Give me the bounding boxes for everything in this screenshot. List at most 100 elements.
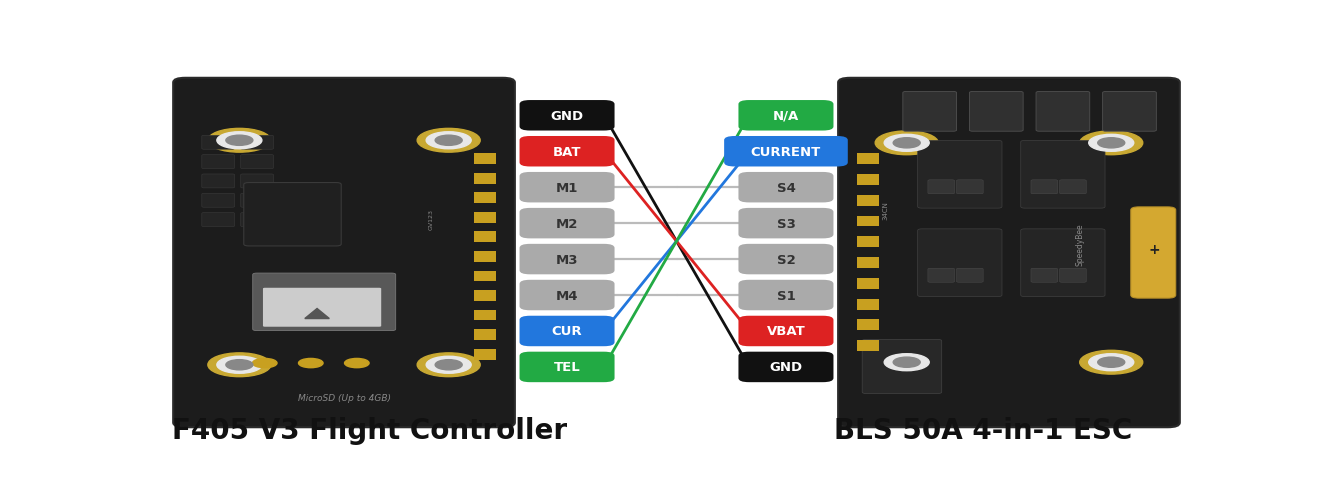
FancyBboxPatch shape <box>474 291 496 301</box>
Text: CURRENT: CURRENT <box>751 145 821 158</box>
FancyBboxPatch shape <box>474 232 496 243</box>
Circle shape <box>426 132 471 149</box>
FancyBboxPatch shape <box>1036 92 1090 132</box>
FancyBboxPatch shape <box>738 280 833 311</box>
FancyBboxPatch shape <box>857 216 879 227</box>
Text: MicroSD (Up to 4GB): MicroSD (Up to 4GB) <box>297 393 391 402</box>
FancyBboxPatch shape <box>252 274 396 331</box>
FancyBboxPatch shape <box>520 244 615 275</box>
FancyBboxPatch shape <box>857 320 879 331</box>
FancyBboxPatch shape <box>240 175 273 188</box>
FancyBboxPatch shape <box>474 212 496 223</box>
Text: M2: M2 <box>556 217 578 230</box>
Circle shape <box>1098 357 1125 368</box>
FancyBboxPatch shape <box>1060 180 1086 194</box>
Text: S2: S2 <box>776 253 796 266</box>
FancyBboxPatch shape <box>1060 269 1086 283</box>
FancyBboxPatch shape <box>957 180 983 194</box>
Text: M3: M3 <box>556 253 578 266</box>
FancyBboxPatch shape <box>928 180 954 194</box>
FancyBboxPatch shape <box>240 213 273 227</box>
FancyBboxPatch shape <box>202 155 235 169</box>
FancyBboxPatch shape <box>520 101 615 131</box>
FancyBboxPatch shape <box>738 208 833 239</box>
FancyBboxPatch shape <box>903 92 957 132</box>
Text: F405 V3 Flight Controller: F405 V3 Flight Controller <box>172 416 568 444</box>
FancyBboxPatch shape <box>202 194 235 208</box>
Text: S1: S1 <box>776 289 796 302</box>
FancyBboxPatch shape <box>838 79 1180 427</box>
FancyBboxPatch shape <box>202 175 235 188</box>
FancyBboxPatch shape <box>202 213 235 227</box>
Circle shape <box>207 353 271 377</box>
FancyBboxPatch shape <box>725 137 847 167</box>
Circle shape <box>207 129 271 153</box>
Text: S4: S4 <box>776 181 796 194</box>
Circle shape <box>1089 354 1134 371</box>
FancyBboxPatch shape <box>240 136 273 150</box>
FancyBboxPatch shape <box>1031 180 1057 194</box>
Circle shape <box>216 132 261 149</box>
Circle shape <box>875 351 939 374</box>
Text: SpeedyBee: SpeedyBee <box>1076 223 1085 266</box>
FancyBboxPatch shape <box>263 288 381 327</box>
FancyBboxPatch shape <box>857 154 879 165</box>
FancyBboxPatch shape <box>474 252 496 262</box>
FancyBboxPatch shape <box>917 141 1002 209</box>
Circle shape <box>226 360 253 370</box>
FancyBboxPatch shape <box>520 316 615 347</box>
Circle shape <box>417 129 480 153</box>
Text: CUR: CUR <box>552 325 582 338</box>
Circle shape <box>1098 138 1125 149</box>
Circle shape <box>345 359 370 368</box>
FancyBboxPatch shape <box>969 92 1023 132</box>
FancyBboxPatch shape <box>857 258 879 269</box>
Text: BAT: BAT <box>553 145 581 158</box>
FancyBboxPatch shape <box>474 330 496 340</box>
FancyBboxPatch shape <box>474 349 496 360</box>
FancyBboxPatch shape <box>1020 229 1105 297</box>
Text: S3: S3 <box>776 217 796 230</box>
FancyBboxPatch shape <box>520 208 615 239</box>
Circle shape <box>894 138 920 149</box>
Text: M4: M4 <box>556 289 578 302</box>
FancyBboxPatch shape <box>202 136 235 150</box>
Text: M1: M1 <box>556 181 578 194</box>
FancyBboxPatch shape <box>928 269 954 283</box>
FancyBboxPatch shape <box>857 279 879 289</box>
Circle shape <box>894 357 920 368</box>
FancyBboxPatch shape <box>1131 207 1176 299</box>
FancyBboxPatch shape <box>244 183 341 246</box>
Circle shape <box>436 136 462 146</box>
Circle shape <box>884 354 929 371</box>
FancyBboxPatch shape <box>520 280 615 311</box>
FancyBboxPatch shape <box>240 155 273 169</box>
FancyBboxPatch shape <box>520 352 615 382</box>
FancyBboxPatch shape <box>474 173 496 184</box>
Circle shape <box>252 359 277 368</box>
FancyBboxPatch shape <box>474 193 496 204</box>
Circle shape <box>216 357 261 374</box>
FancyBboxPatch shape <box>917 229 1002 297</box>
FancyBboxPatch shape <box>1020 141 1105 209</box>
FancyBboxPatch shape <box>474 154 496 165</box>
Text: +: + <box>1148 242 1160 257</box>
FancyBboxPatch shape <box>1031 269 1057 283</box>
Polygon shape <box>305 309 330 319</box>
FancyBboxPatch shape <box>857 175 879 185</box>
Text: GND: GND <box>770 361 803 374</box>
Text: GV123: GV123 <box>429 208 434 229</box>
FancyBboxPatch shape <box>857 299 879 310</box>
FancyBboxPatch shape <box>474 310 496 321</box>
Circle shape <box>436 360 462 370</box>
Text: GND: GND <box>550 110 583 123</box>
Text: N/A: N/A <box>772 110 799 123</box>
FancyBboxPatch shape <box>1102 92 1156 132</box>
Circle shape <box>1089 135 1134 152</box>
FancyBboxPatch shape <box>738 316 833 347</box>
Text: BLS 50A 4-in-1 ESC: BLS 50A 4-in-1 ESC <box>834 416 1133 444</box>
Circle shape <box>226 136 253 146</box>
FancyBboxPatch shape <box>857 341 879 351</box>
Circle shape <box>1080 132 1143 155</box>
FancyBboxPatch shape <box>738 101 833 131</box>
